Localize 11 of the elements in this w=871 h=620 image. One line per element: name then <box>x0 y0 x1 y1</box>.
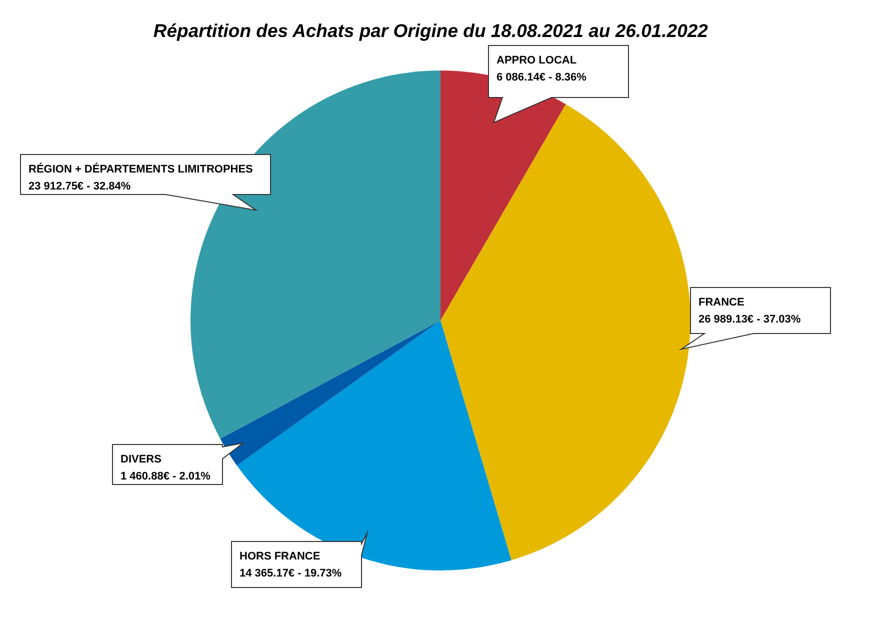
slice-label: FRANCE <box>698 296 744 308</box>
slice-label: APPRO LOCAL <box>496 54 577 66</box>
data-label: 1 460.88€ - 2.01% <box>120 470 211 482</box>
slice-label: RÉGION + DÉPARTEMENTS LIMITROPHES <box>28 162 253 176</box>
data-label: 14 365.17€ - 19.73% <box>240 568 342 580</box>
slice-label: DIVERS <box>120 454 162 466</box>
data-label: 6 086.14€ - 8.36% <box>496 72 587 84</box>
data-label: 26 989.13€ - 37.03% <box>698 314 801 326</box>
slice-label: HORS FRANCE <box>240 550 320 562</box>
chart-title: Répartition des Achats par Origine du 18.08.2021 au 26.01.2022 <box>153 20 709 41</box>
data-label: 23 912.75€ - 32.84% <box>28 180 131 192</box>
